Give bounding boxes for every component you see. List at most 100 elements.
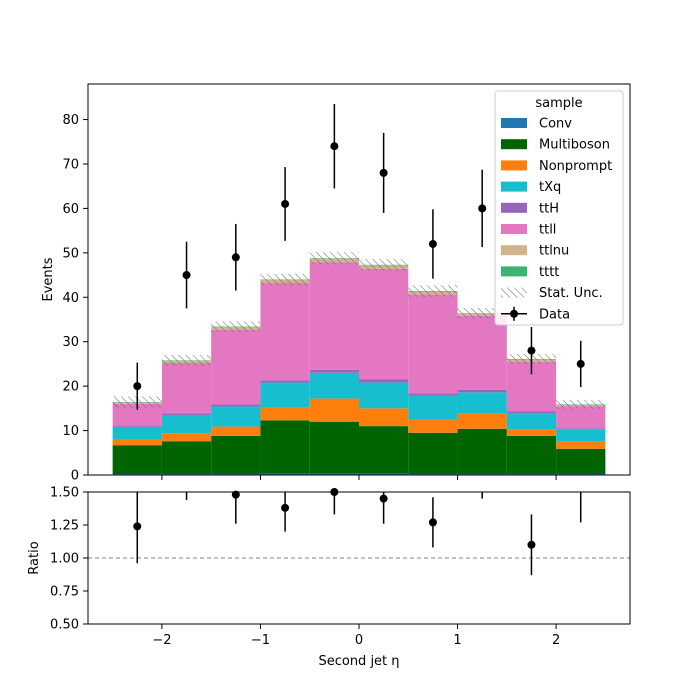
x-tick-label-2: 0 [355, 633, 363, 648]
bar-txq-8 [506, 413, 557, 430]
data-point-9 [576, 359, 585, 368]
ratio-point-8 [527, 540, 536, 549]
bar-nonprompt-4 [309, 398, 359, 422]
bar-txq-7 [457, 392, 507, 414]
main-y-tick-label-4: 40 [62, 291, 79, 306]
legend-label-9: Data [539, 307, 570, 322]
bar-nonprompt-1 [161, 433, 212, 442]
data-point-5 [379, 168, 388, 177]
bar-tth-6 [408, 393, 458, 396]
main-x-ticks [161, 475, 557, 480]
bar-nonprompt-0 [112, 439, 162, 446]
data-point-8 [527, 346, 536, 355]
bar-txq-2 [211, 406, 261, 427]
bar-txq-3 [260, 382, 310, 408]
ratio-plot-frame [87, 491, 631, 625]
legend-label-2: Nonprompt [539, 159, 612, 174]
legend-label-8: Stat. Unc. [539, 286, 603, 301]
stacked-bars [112, 258, 606, 475]
bar-multiboson-6 [408, 432, 458, 475]
main-panel: 0 10 20 30 40 50 60 70 80 Events sample Conv Multi… [41, 83, 631, 484]
stat-unc-band-5 [359, 259, 409, 271]
bar-txq-1 [161, 415, 212, 434]
legend-swatch-nonprompt [501, 160, 527, 171]
legend-label-1: Multiboson [539, 138, 610, 153]
x-tick-label-3: 1 [453, 633, 461, 648]
x-tick-label-4: 2 [552, 633, 560, 648]
data-point-7 [478, 204, 487, 213]
bar-multiboson-2 [211, 435, 261, 475]
main-y-ticks: 0 10 20 30 40 50 60 70 80 [62, 113, 88, 484]
ratio-y-tick-label-4: 1.50 [50, 486, 79, 501]
data-point-0 [133, 382, 142, 391]
legend-title: sample [535, 96, 582, 111]
bar-nonprompt-3 [260, 407, 310, 421]
bar-ttll-6 [408, 294, 458, 394]
ratio-point-3 [281, 503, 290, 512]
bar-nonprompt-2 [211, 426, 261, 436]
main-y-axis-label: Events [41, 257, 56, 301]
bar-tth-7 [457, 389, 507, 393]
x-axis-label: Second jet η [318, 654, 399, 669]
bar-multiboson-3 [260, 420, 310, 474]
bar-ttll-3 [260, 283, 310, 381]
bar-multiboson-7 [457, 428, 507, 475]
data-point-3 [281, 199, 290, 208]
legend-swatch-txq [501, 181, 527, 192]
legend-label-5: ttll [539, 223, 556, 238]
ratio-point-6 [428, 518, 437, 527]
x-tick-label-1: −1 [251, 633, 270, 648]
stat-unc-band-4 [309, 251, 359, 265]
legend-swatch-conv [501, 118, 527, 128]
bar-tth-0 [112, 426, 162, 428]
ratio-y-axis-label: Ratio [27, 541, 42, 574]
bar-tth-4 [309, 369, 359, 373]
bar-txq-6 [408, 395, 458, 420]
bar-ttll-5 [359, 268, 409, 380]
data-points [133, 103, 585, 410]
data-point-4 [330, 142, 339, 151]
bar-multiboson-5 [359, 426, 409, 474]
bar-multiboson-9 [556, 448, 606, 475]
main-y-tick-label-8: 80 [62, 113, 79, 128]
main-y-tick-label-5: 50 [62, 246, 79, 261]
legend-label-6: ttlnu [539, 244, 569, 259]
bar-txq-5 [359, 382, 409, 409]
x-tick-label-0: −2 [152, 633, 171, 648]
bar-ttll-0 [112, 403, 162, 427]
bar-multiboson-8 [506, 435, 557, 475]
main-y-tick-label-6: 60 [62, 202, 79, 217]
legend-swatch-multiboson [501, 139, 527, 150]
bar-conv-3 [260, 473, 310, 475]
main-y-tick-label-1: 10 [62, 424, 79, 439]
bar-txq-9 [556, 429, 606, 442]
legend-swatch-tth [501, 202, 527, 213]
stat-unc-band-6 [408, 285, 458, 297]
bar-ttll-7 [457, 315, 507, 390]
main-y-tick-label-0: 0 [71, 469, 79, 484]
stat-unc-band-7 [457, 307, 507, 319]
bar-conv-4 [309, 473, 359, 475]
legend-label-3: tXq [539, 180, 561, 195]
bar-tth-8 [506, 411, 557, 414]
bar-ttll-4 [309, 262, 359, 370]
bar-ttll-9 [556, 406, 606, 429]
ratio-x-ticks: −2 −1 0 1 2 [152, 624, 560, 648]
bar-nonprompt-5 [359, 408, 409, 427]
legend-label-7: tttt [539, 265, 559, 280]
legend-swatch-stat-unc [501, 287, 527, 298]
data-point-6 [428, 239, 437, 248]
ratio-y-tick-label-2: 1.00 [50, 552, 79, 567]
ratio-point-5 [379, 494, 388, 503]
bar-txq-0 [112, 427, 162, 440]
bar-nonprompt-8 [506, 429, 557, 436]
data-point-2 [231, 253, 240, 262]
bar-tth-2 [211, 404, 261, 407]
ratio-y-tick-label-3: 1.25 [50, 519, 79, 534]
bar-ttll-2 [211, 329, 261, 405]
main-y-tick-label-7: 70 [62, 157, 79, 172]
ratio-y-ticks: 0.50 0.75 1.00 1.25 1.50 [50, 486, 88, 633]
legend-swatch-tttt [501, 266, 527, 277]
bar-multiboson-1 [161, 441, 212, 475]
